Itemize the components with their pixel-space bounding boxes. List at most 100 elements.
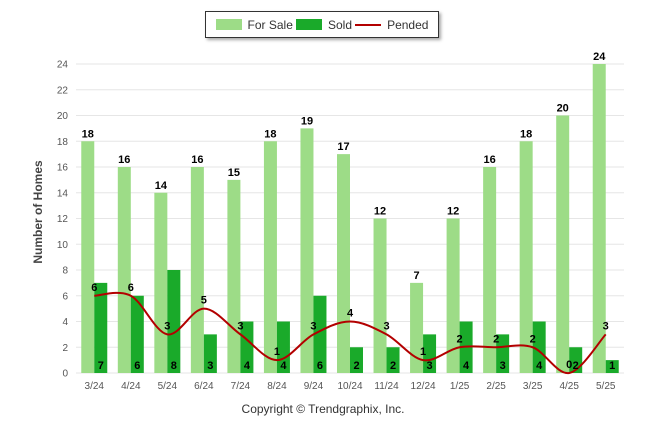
pended-value-label: 3 — [603, 320, 609, 332]
sold-value-label: 4 — [280, 360, 287, 372]
y-tick-label: 4 — [62, 317, 68, 328]
bars — [81, 64, 619, 373]
bar-sold — [532, 321, 546, 373]
y-axis-title: Number of Homes — [31, 160, 45, 264]
for-sale-value-label: 16 — [191, 154, 203, 166]
y-tick-label: 20 — [57, 111, 69, 122]
bar-for-sale — [117, 167, 131, 373]
sold-value-label: 2 — [573, 360, 579, 372]
x-tick-label: 2/25 — [486, 381, 506, 392]
for-sale-swatch — [215, 19, 242, 30]
bar-for-sale — [227, 179, 241, 373]
y-tick-label: 6 — [62, 291, 68, 302]
data-labels: 1871661481631541841961721227312416318420… — [82, 51, 616, 372]
for-sale-value-label: 16 — [484, 154, 496, 166]
bar-sold — [386, 347, 400, 373]
legend-label-for-sale: For Sale — [247, 17, 293, 32]
bar-for-sale — [556, 115, 570, 373]
legend-item-sold[interactable]: Sold — [295, 17, 352, 32]
legend-item-pended[interactable]: Pended — [355, 18, 428, 32]
y-tick-label: 24 — [57, 60, 69, 71]
pended-value-label: 1 — [420, 346, 426, 358]
x-tick-label: 3/24 — [85, 381, 105, 392]
for-sale-value-label: 7 — [414, 270, 420, 282]
bar-for-sale — [300, 128, 314, 373]
bar-sold — [313, 295, 327, 373]
bar-sold — [240, 321, 254, 373]
sold-swatch — [295, 19, 322, 30]
for-sale-value-label: 24 — [593, 51, 606, 63]
bar-sold — [130, 295, 144, 373]
bar-sold — [203, 334, 217, 373]
for-sale-value-label: 12 — [447, 206, 459, 218]
pended-value-label: 0 — [566, 359, 572, 371]
bar-for-sale — [263, 141, 277, 373]
y-tick-label: 14 — [57, 188, 69, 199]
bar-for-sale — [446, 218, 460, 373]
pended-value-label: 2 — [493, 333, 499, 345]
pended-value-label: 2 — [530, 333, 536, 345]
bar-for-sale — [81, 141, 95, 373]
x-tick-label: 1/25 — [450, 381, 470, 392]
copyright: Copyright © Trendgraphix, Inc. — [241, 402, 405, 416]
sold-value-label: 3 — [207, 360, 213, 372]
sold-value-label: 2 — [353, 360, 359, 372]
pended-line — [94, 291, 607, 375]
bar-for-sale — [410, 282, 424, 373]
bar-sold — [605, 360, 619, 373]
bar-for-sale — [154, 192, 168, 373]
for-sale-value-label: 15 — [228, 167, 240, 179]
for-sale-value-label: 12 — [374, 206, 386, 218]
pended-series-line — [94, 291, 607, 375]
for-sale-value-label: 18 — [520, 128, 532, 140]
bar-sold — [167, 270, 181, 373]
x-tick-label: 8/24 — [267, 381, 287, 392]
pended-value-label: 6 — [128, 282, 134, 294]
x-axis-ticks: 3/24 4/24 5/24 6/24 7/24 8/24 9/24 10/24 11/24 12… — [85, 381, 616, 392]
sold-value-label: 4 — [463, 360, 470, 372]
pended-value-label: 6 — [91, 282, 97, 294]
sold-value-label: 2 — [390, 360, 396, 372]
x-tick-label: 12/24 — [411, 381, 436, 392]
bar-for-sale — [190, 167, 204, 373]
legend-item-for-sale[interactable]: For Sale — [215, 17, 293, 32]
y-tick-label: 18 — [57, 137, 69, 148]
x-tick-label: 11/24 — [374, 381, 399, 392]
sold-value-label: 7 — [98, 360, 104, 372]
x-tick-label: 9/24 — [304, 381, 324, 392]
pended-value-label: 1 — [274, 346, 280, 358]
legend: For Sale Sold Pended — [205, 11, 439, 38]
sold-value-label: 8 — [171, 360, 177, 372]
sold-value-label: 3 — [500, 360, 506, 372]
bar-for-sale — [483, 167, 497, 373]
bar-for-sale — [373, 218, 387, 373]
sold-value-label: 4 — [536, 360, 543, 372]
y-tick-label: 2 — [62, 343, 68, 354]
sold-value-label: 1 — [609, 360, 615, 372]
y-tick-label: 22 — [57, 85, 69, 96]
for-sale-value-label: 17 — [337, 141, 349, 153]
pended-value-label: 2 — [457, 333, 463, 345]
y-tick-label: 12 — [57, 214, 69, 225]
bar-sold — [496, 334, 510, 373]
for-sale-value-label: 20 — [557, 103, 569, 115]
bar-for-sale — [592, 64, 606, 373]
x-tick-label: 4/25 — [559, 381, 579, 392]
legend-label-sold: Sold — [327, 17, 352, 32]
sold-value-label: 3 — [427, 360, 433, 372]
sold-value-label: 4 — [244, 360, 251, 372]
pended-value-label: 3 — [164, 320, 170, 332]
for-sale-value-label: 16 — [118, 154, 130, 166]
sold-value-label: 6 — [134, 360, 140, 372]
bar-sold — [350, 347, 363, 373]
x-tick-label: 3/25 — [523, 381, 543, 392]
for-sale-value-label: 18 — [264, 128, 276, 140]
x-tick-label: 5/25 — [596, 381, 616, 392]
pended-value-label: 3 — [310, 320, 316, 332]
x-tick-label: 5/24 — [158, 381, 178, 392]
sold-value-label: 6 — [317, 360, 323, 372]
pended-value-label: 4 — [347, 308, 354, 320]
pended-value-label: 3 — [383, 320, 389, 332]
